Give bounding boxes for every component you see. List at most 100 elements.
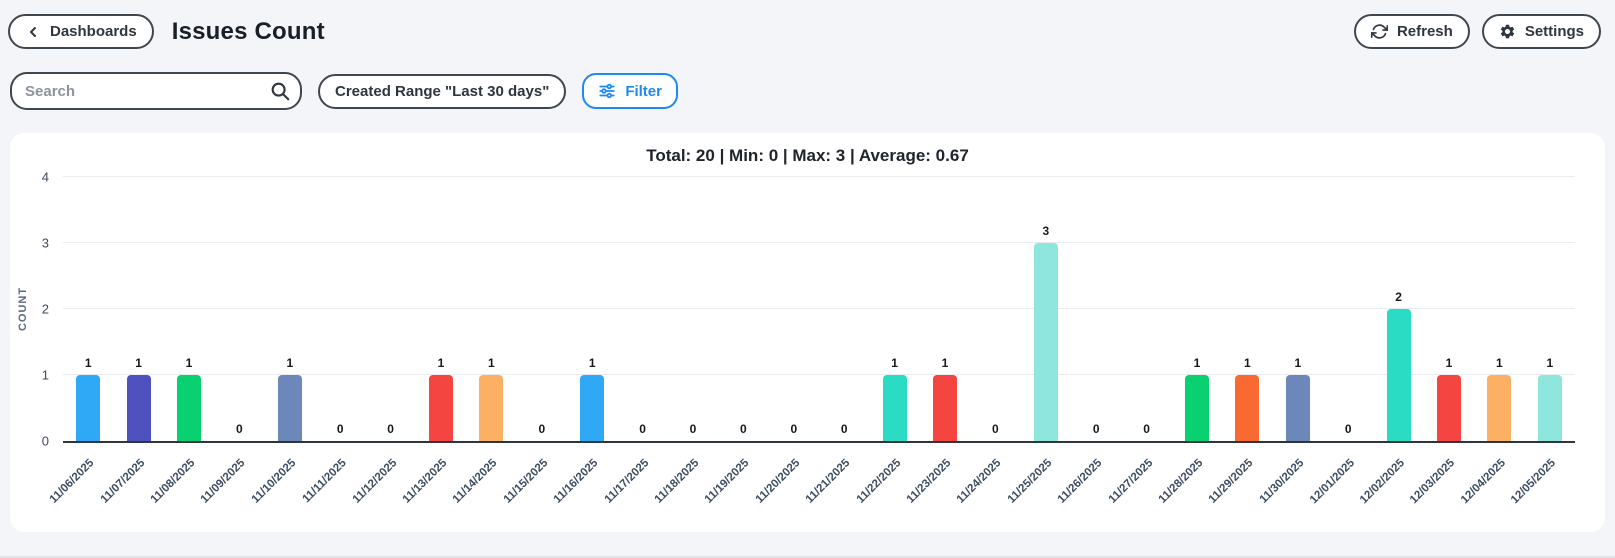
x-tick-label-11/20/2025: 11/20/2025 [753, 457, 803, 506]
gridline-2 [63, 308, 1575, 309]
x-tick-label-11/21/2025: 11/21/2025 [803, 457, 853, 506]
x-tick-label-11/12/2025: 11/12/2025 [350, 457, 400, 506]
x-tick-label-11/30/2025: 11/30/2025 [1257, 457, 1307, 506]
bar-value-label-11/14/2025: 1 [488, 356, 495, 370]
bar-value-label-11/25/2025: 3 [1042, 224, 1050, 238]
back-to-dashboards-button[interactable]: Dashboards [8, 14, 154, 49]
y-tick-label-3: 3 [41, 235, 49, 251]
refresh-button[interactable]: Refresh [1353, 14, 1470, 49]
bar-value-label-12/01/2025: 0 [1344, 422, 1352, 436]
bar-value-label-11/09/2025: 0 [236, 422, 243, 436]
filter-toolbar: Created Range "Last 30 days" Filter [0, 49, 1615, 110]
x-tick-label-11/29/2025: 11/29/2025 [1207, 457, 1256, 506]
created-range-label: Created Range "Last 30 days" [335, 82, 550, 100]
bar-11/10/2025[interactable] [277, 375, 302, 441]
bar-value-label-11/06/2025: 1 [84, 356, 92, 370]
page-title: Issues Count [171, 17, 325, 45]
x-tick-label-12/04/2025: 12/04/2025 [1458, 457, 1508, 507]
window-bottom-edge [0, 556, 1615, 558]
x-tick-label-11/17/2025: 11/17/2025 [602, 457, 652, 506]
bar-11/14/2025[interactable] [479, 375, 504, 441]
bar-value-label-12/05/2025: 1 [1546, 356, 1554, 370]
bar-value-label-11/24/2025: 0 [992, 422, 999, 436]
bar-value-label-11/18/2025: 0 [689, 422, 697, 436]
x-tick-label-11/14/2025: 11/14/2025 [451, 457, 500, 506]
bar-11/23/2025[interactable] [933, 375, 957, 441]
filter-button[interactable]: Filter [582, 73, 678, 109]
bar-value-label-12/02/2025: 2 [1395, 290, 1402, 304]
bar-11/13/2025[interactable] [429, 375, 453, 441]
bar-12/05/2025[interactable] [1537, 375, 1562, 441]
bar-value-label-12/04/2025: 1 [1496, 356, 1503, 370]
bar-11/25/2025[interactable] [1033, 243, 1058, 441]
x-tick-label-11/26/2025: 11/26/2025 [1055, 457, 1105, 506]
settings-button[interactable]: Settings [1481, 14, 1601, 49]
back-button-label: Dashboards [50, 23, 137, 40]
bar-11/28/2025[interactable] [1185, 375, 1209, 441]
x-tick-label-11/19/2025: 11/19/2025 [703, 457, 752, 506]
x-tick-label-12/01/2025: 12/01/2025 [1307, 457, 1357, 507]
top-bar-actions: Refresh Settings [1353, 14, 1605, 49]
bar-11/07/2025[interactable] [126, 375, 151, 441]
bar-11/22/2025[interactable] [882, 375, 907, 441]
plot-area: COUNT 0 1 2 3 4 1 1 1 0 1 0 0 1 1 0 1 0 0 0 0 0 1 1 0 3 0 0 1 1 1 0 2 1 1… [17, 170, 1575, 449]
bar-12/02/2025[interactable] [1386, 309, 1411, 441]
x-tick-label-11/13/2025: 11/13/2025 [400, 457, 450, 506]
bar-11/29/2025[interactable] [1235, 375, 1260, 441]
bar-value-label-11/08/2025: 1 [185, 356, 193, 370]
bar-value-label-11/16/2025: 1 [588, 356, 596, 370]
gridline-1 [63, 374, 1575, 375]
bar-11/30/2025[interactable] [1285, 375, 1310, 441]
bar-value-label-11/12/2025: 0 [387, 422, 394, 436]
bar-value-label-11/13/2025: 1 [437, 356, 445, 370]
gear-icon [1499, 23, 1516, 40]
bar-value-label-11/29/2025: 1 [1244, 356, 1251, 370]
top-bar: Dashboards Issues Count Refresh Settings [0, 0, 1615, 49]
bar-11/06/2025[interactable] [76, 375, 101, 441]
y-tick-label-1: 1 [41, 367, 49, 383]
x-tick-label-11/28/2025: 11/28/2025 [1156, 457, 1206, 506]
x-tick-label-12/02/2025: 12/02/2025 [1357, 457, 1408, 507]
gridline-3 [63, 242, 1575, 243]
bar-value-label-11/11/2025: 0 [336, 422, 344, 436]
bar-value-label-11/28/2025: 1 [1193, 356, 1201, 370]
bar-value-label-11/07/2025: 1 [135, 356, 142, 370]
x-tick-label-11/18/2025: 11/18/2025 [652, 457, 702, 506]
x-tick-label-11/09/2025: 11/09/2025 [199, 457, 248, 506]
x-axis-labels: 11/06/2025 11/07/2025 11/08/2025 11/09/2025… [48, 447, 1575, 529]
bar-value-label-11/20/2025: 0 [790, 422, 798, 436]
bar-value-label-11/15/2025: 0 [538, 422, 546, 436]
bar-value-label-11/26/2025: 0 [1092, 422, 1100, 436]
y-tick-label-4: 4 [41, 169, 49, 185]
bar-value-label-12/03/2025: 1 [1445, 356, 1453, 370]
bar-value-label-11/30/2025: 1 [1294, 356, 1302, 370]
settings-button-label: Settings [1524, 23, 1584, 40]
refresh-button-label: Refresh [1396, 23, 1453, 40]
chevron-left-icon [25, 24, 41, 40]
search-input[interactable] [10, 72, 302, 110]
refresh-icon [1370, 23, 1388, 40]
bar-value-label-11/23/2025: 1 [941, 356, 949, 370]
chart-stats-title: Total: 20 | Min: 0 | Max: 3 | Average: 0… [646, 146, 969, 165]
search-icon[interactable] [269, 80, 291, 107]
bar-12/04/2025[interactable] [1487, 375, 1512, 441]
bar-value-label-11/21/2025: 0 [840, 422, 848, 436]
bar-value-label-11/10/2025: 1 [286, 356, 294, 370]
bar-12/03/2025[interactable] [1437, 375, 1461, 441]
bar-value-label-11/22/2025: 1 [891, 356, 898, 370]
y-axis-title: COUNT [17, 286, 29, 332]
bar-11/16/2025[interactable] [580, 375, 605, 441]
bar-11/08/2025[interactable] [176, 375, 201, 441]
x-tick-label-11/15/2025: 11/15/2025 [501, 457, 551, 506]
filter-button-label: Filter [625, 82, 662, 100]
created-range-button[interactable]: Created Range "Last 30 days" [318, 73, 567, 109]
y-tick-label-0: 0 [41, 433, 49, 449]
x-tick-label-11/27/2025: 11/27/2025 [1106, 457, 1156, 506]
x-tick-label-11/06/2025: 11/06/2025 [47, 457, 97, 506]
chart-card: Total: 20 | Min: 0 | Max: 3 | Average: 0… [10, 133, 1605, 532]
x-tick-label-11/23/2025: 11/23/2025 [904, 457, 954, 506]
x-tick-label-11/24/2025: 11/24/2025 [955, 457, 1004, 506]
gridline-4 [63, 176, 1575, 177]
x-tick-label-11/16/2025: 11/16/2025 [551, 457, 601, 506]
x-tick-label-11/22/2025: 11/22/2025 [854, 457, 904, 506]
